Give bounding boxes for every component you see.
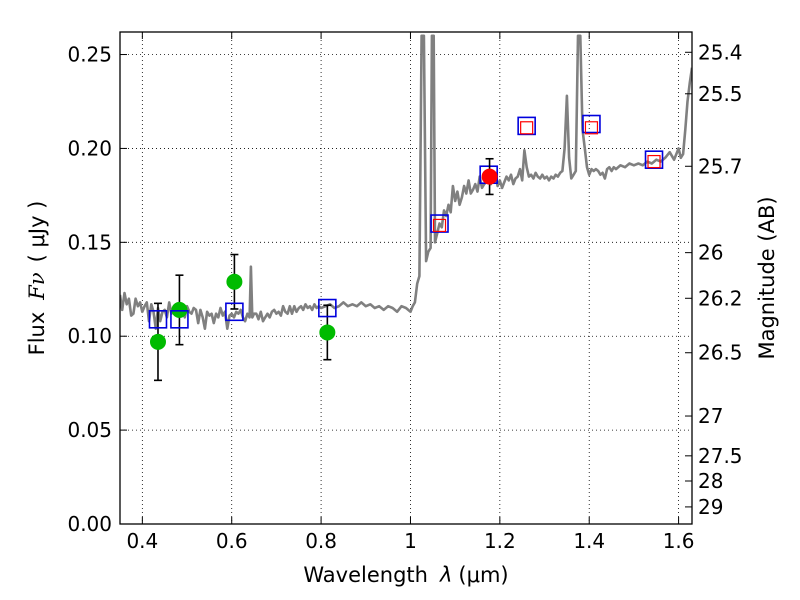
model-photometry-square (225, 302, 244, 322)
x-tick-label: 0.4 (126, 529, 158, 553)
y-tick-label: 0.25 (67, 43, 112, 67)
model-photometry-square (148, 310, 168, 329)
y2-tick-label: 26.5 (698, 341, 743, 365)
y2-tick-label: 28 (698, 469, 723, 493)
x-axis-label: Wavelength λ (μm) (303, 563, 508, 587)
y2-tick-label: 27.5 (698, 444, 743, 468)
x-tick-label: 1.2 (484, 529, 516, 553)
x-axis-label-unit: (μm) (458, 563, 508, 587)
y-tick-label: 0.15 (67, 230, 112, 254)
x-tick-label: 0.6 (216, 529, 248, 553)
x-tick-label: 1.4 (573, 529, 605, 553)
y-tick-label: 0.00 (67, 512, 112, 536)
model-photometry-square (517, 116, 536, 136)
y-tick-label: 0.20 (67, 136, 112, 160)
y2-tick-label: 27 (698, 404, 723, 428)
upper-limit-square (520, 121, 534, 135)
observed-nir-point (481, 168, 498, 185)
observed-optical-point (171, 301, 188, 318)
y2-tick-label: 26.2 (698, 286, 743, 310)
x-tick-label: 0.8 (305, 529, 337, 553)
upper-limit-square (647, 154, 661, 169)
y-axis-label-unit: ( μJy ) (25, 201, 49, 263)
model-spectrum-line (120, 34, 692, 330)
y2-tick-label: 25.5 (698, 82, 743, 106)
x-axis-label-symbol: λ (439, 563, 452, 587)
model-photometry-square (582, 114, 601, 134)
axis-ticks: 0.4 0.6 0.8 1 1.2 1.4 1.6 0.00 0.05 0.10 0.15 0.20 0… (67, 32, 743, 553)
upper-limit-square (584, 121, 599, 135)
y-axis-label: Flux Fν ( μJy ) (25, 201, 49, 356)
y-axis-label-text: Flux (25, 312, 49, 356)
observed-optical-point (319, 324, 336, 341)
observed-optical-point (149, 333, 166, 350)
model-photometry-square (430, 214, 449, 233)
y-tick-label: 0.05 (67, 418, 112, 442)
x-axis-label-text: Wavelength (303, 563, 428, 587)
y2-tick-label: 25.4 (698, 40, 743, 64)
plot-frame (119, 31, 693, 525)
model-photometry-square (318, 298, 337, 318)
y-axis-label-symbol: Fν (25, 272, 49, 301)
x-tick-label: 1 (404, 529, 417, 553)
y2-tick-label: 26 (698, 241, 723, 265)
observed-optical-point (226, 273, 243, 290)
model-photometry-square (644, 150, 664, 169)
y2-axis-label: Magnitude (AB) (755, 196, 779, 359)
y2-tick-label: 25.7 (698, 154, 743, 178)
model-spectrum (120, 34, 692, 330)
grid-lines (120, 32, 692, 524)
photometry-points (148, 114, 664, 382)
y-tick-label: 0.10 (67, 324, 112, 348)
upper-limit-square (432, 218, 447, 233)
y2-tick-label: 29 (698, 495, 723, 519)
model-photometry-square (170, 310, 189, 329)
x-tick-label: 1.6 (663, 529, 695, 553)
